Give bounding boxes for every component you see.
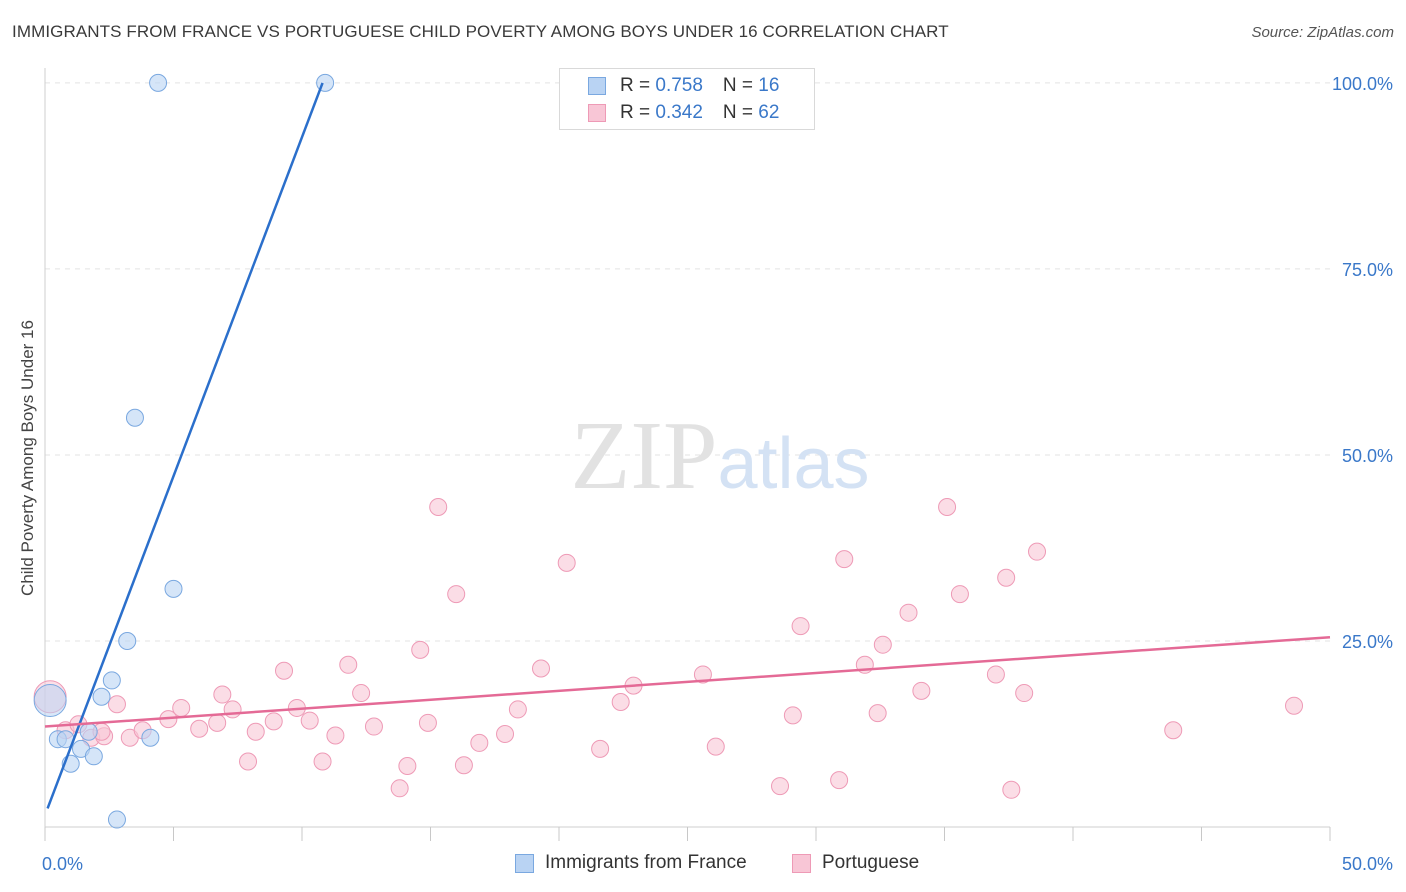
- france-point: [84, 747, 103, 766]
- portuguese-point: [783, 706, 802, 725]
- portuguese-point: [398, 756, 417, 775]
- chart-title: IMMIGRANTS FROM FRANCE VS PORTUGUESE CHI…: [12, 22, 949, 41]
- portuguese-point: [1002, 780, 1021, 799]
- portuguese-point: [986, 665, 1005, 684]
- y-tick-label: 25.0%: [1342, 632, 1393, 652]
- portuguese-point: [246, 722, 265, 741]
- portuguese-point: [706, 737, 725, 756]
- portuguese-point: [912, 681, 931, 700]
- watermark: ZIPatlas: [570, 402, 869, 510]
- portuguese-point: [693, 665, 712, 684]
- france-swatch: [588, 77, 606, 95]
- portuguese-point: [470, 733, 489, 752]
- france-r-value: 0.758: [655, 75, 703, 96]
- watermark-atlas: atlas: [717, 424, 869, 504]
- portuguese-point: [611, 692, 630, 711]
- portuguese-point: [313, 752, 332, 771]
- portuguese-stats: R = 0.342 N = 62: [620, 102, 779, 124]
- legend-france-swatch: [515, 854, 534, 873]
- france-trend-line: [46, 82, 324, 809]
- france-point: [149, 73, 168, 92]
- portuguese-point: [454, 756, 473, 775]
- france-point: [102, 671, 121, 690]
- portuguese-point: [411, 640, 430, 659]
- portuguese-point: [835, 550, 854, 569]
- portuguese-point: [107, 695, 126, 714]
- trend-lines: [44, 82, 1331, 809]
- portuguese-point: [938, 498, 957, 517]
- france-point: [164, 579, 183, 598]
- portuguese-swatch: [588, 104, 606, 122]
- france-point: [92, 687, 111, 706]
- portuguese-point: [1028, 542, 1047, 561]
- portuguese-point: [364, 717, 383, 736]
- portuguese-n-value: 62: [758, 102, 780, 123]
- france-point: [141, 728, 160, 747]
- france-n-label: N =: [722, 75, 759, 96]
- series-france-points: [33, 73, 335, 829]
- portuguese-point: [190, 719, 209, 738]
- portuguese-point: [418, 713, 437, 732]
- portuguese-point: [264, 712, 283, 731]
- portuguese-point: [532, 659, 551, 678]
- tick-labels: 25.0% 50.0% 75.0% 100.0% 0.0% 50.0%: [42, 74, 1393, 874]
- france-point: [125, 408, 144, 427]
- portuguese-point: [950, 585, 969, 604]
- portuguese-point: [508, 700, 527, 719]
- portuguese-point: [1285, 696, 1304, 715]
- portuguese-point: [899, 603, 918, 622]
- portuguese-point: [771, 777, 790, 796]
- source-label: Source: ZipAtlas.com: [1251, 24, 1394, 41]
- legend-france-label: Immigrants from France: [545, 852, 747, 873]
- portuguese-point: [390, 779, 409, 798]
- france-point: [79, 722, 98, 741]
- portuguese-r-value: 0.342: [655, 102, 703, 123]
- portuguese-point: [830, 771, 849, 790]
- grid-lines: [45, 82, 1330, 642]
- portuguese-point: [239, 752, 258, 771]
- portuguese-point: [172, 698, 191, 717]
- portuguese-point: [1164, 721, 1183, 740]
- france-stats: R = 0.758 N = 16: [620, 75, 779, 97]
- y-tick-label: 100.0%: [1332, 74, 1393, 94]
- portuguese-point: [339, 655, 358, 674]
- portuguese-r-label: R =: [620, 102, 656, 123]
- france-point: [33, 684, 67, 717]
- portuguese-point: [1015, 684, 1034, 703]
- france-point: [118, 631, 137, 650]
- portuguese-n-label: N =: [722, 102, 759, 123]
- portuguese-trend-line: [44, 636, 1331, 728]
- portuguese-point: [300, 711, 319, 730]
- portuguese-point: [791, 617, 810, 636]
- france-point: [107, 810, 126, 829]
- portuguese-point: [496, 724, 515, 743]
- correlation-legend: R = 0.758 N = 16 R = 0.342 N = 62: [559, 68, 815, 130]
- series-portuguese-points: [33, 498, 1304, 799]
- portuguese-point: [429, 498, 448, 517]
- france-r-label: R =: [620, 75, 656, 96]
- portuguese-point: [868, 704, 887, 723]
- x-tick-label: 0.0%: [42, 854, 83, 874]
- x-tick-label: 50.0%: [1342, 854, 1393, 874]
- france-n-value: 16: [758, 75, 780, 96]
- portuguese-point: [275, 661, 294, 680]
- portuguese-point: [557, 553, 576, 572]
- portuguese-point: [591, 739, 610, 758]
- portuguese-point: [223, 700, 242, 719]
- portuguese-point: [447, 585, 466, 604]
- watermark-zip: ZIP: [570, 402, 717, 510]
- legend-portuguese-label: Portuguese: [822, 852, 920, 873]
- y-tick-label: 50.0%: [1342, 446, 1393, 466]
- portuguese-point: [873, 635, 892, 654]
- portuguese-point: [326, 726, 345, 745]
- legend-portuguese-swatch: [792, 854, 811, 873]
- portuguese-point: [997, 568, 1016, 587]
- portuguese-point: [208, 713, 227, 732]
- portuguese-point: [352, 684, 371, 703]
- portuguese-point: [213, 685, 232, 704]
- y-tick-label: 75.0%: [1342, 260, 1393, 280]
